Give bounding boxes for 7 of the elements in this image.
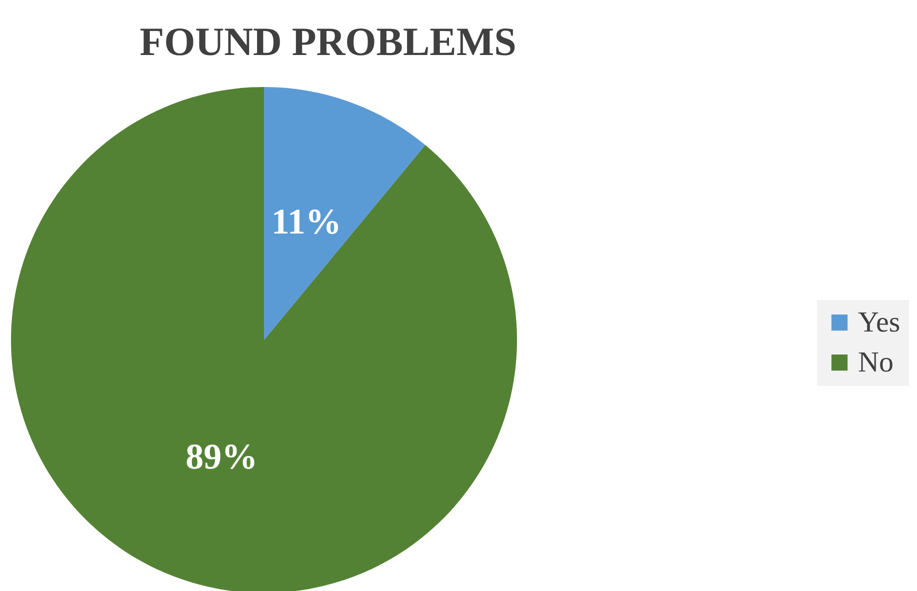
legend-label: No	[858, 346, 894, 378]
data-label: 89%	[186, 436, 258, 477]
pie-slice	[264, 87, 426, 340]
data-label: 11%	[271, 201, 342, 242]
legend-label: Yes	[858, 306, 900, 338]
pie-slice	[11, 87, 517, 591]
chart-title: FOUND PROBLEMS	[140, 19, 516, 64]
